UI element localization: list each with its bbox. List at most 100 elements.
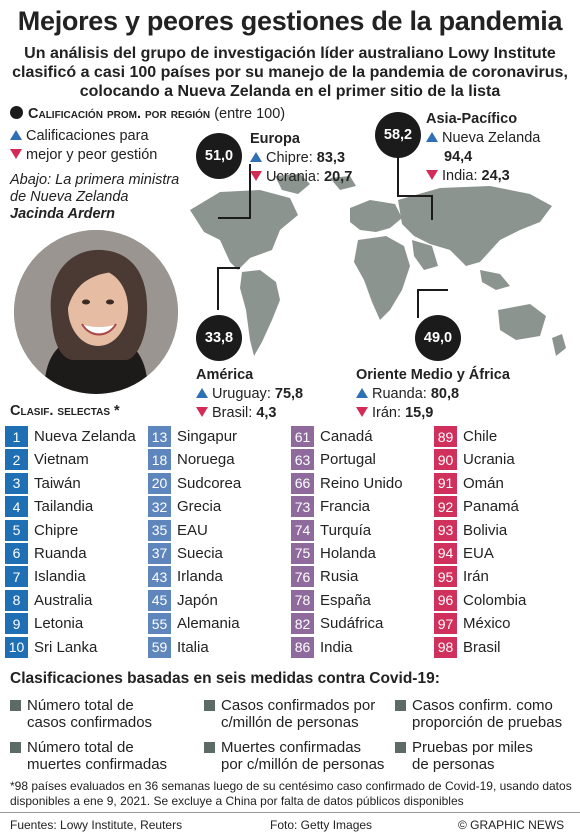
rank-country: Irán [463,568,489,586]
rank-number: 93 [434,519,457,541]
page-subtitle: Un análisis del grupo de investigación l… [12,45,568,100]
europa-best-score: 83,3 [316,150,346,166]
rank-number: 96 [434,589,457,611]
rank-number: 32 [148,496,171,518]
europa-best-country: Chipre [266,150,309,166]
criterion-item: Casos confirmados por c/millón de person… [204,697,375,731]
medio-worst-score: 15,9 [405,405,434,421]
asia-best-score: 94,4 [444,149,473,165]
rank-number: 74 [291,519,314,541]
region-europa: Europa Chipre: 83,3 Ucrania: 20,7 [250,131,353,185]
rank-number: 89 [434,426,457,447]
rank-country: Noruega [177,451,235,469]
divider [0,812,580,813]
rank-number: 35 [148,519,171,541]
ranking-row: 32 Grecia [148,496,291,518]
rank-number: 9 [5,613,28,635]
ranking-row: 97 México [434,613,577,635]
medio-best-country: Ruanda [372,386,423,402]
criterion-line-1: Casos confirmados por [221,697,376,714]
triangle-down-icon [10,149,22,159]
criterion-line-2: casos confirmados [27,714,153,731]
page-title: Mejores y peores gestiones de la pandemi… [17,6,563,36]
ranking-row: 37 Suecia [148,542,291,564]
rank-country: Grecia [177,498,222,516]
rank-number: 55 [148,613,171,635]
ranking-row: 98 Brasil [434,636,577,658]
rank-country: México [463,615,511,633]
asia-worst-score: 24,3 [481,168,510,184]
europa-average-badge: 51,0 [196,133,242,179]
rank-number: 97 [434,613,457,635]
rank-country: Letonia [34,615,84,633]
rank-country: Japón [177,591,218,609]
ranking-row: 73 Francia [291,496,434,518]
america-best-score: 75,8 [274,386,304,402]
rank-number: 92 [434,496,457,518]
rank-country: Nueva Zelanda [34,428,136,445]
ranking-row: 76 Rusia [291,566,434,588]
rank-country: Canadá [320,428,373,445]
rank-country: Italia [177,638,209,656]
asia-best-country: Nueva Zelanda [442,130,541,146]
square-bullet-icon [10,700,21,711]
medio-best-score: 80,8 [430,386,460,402]
rank-number: 7 [5,566,28,588]
ranking-row: 59 Italia [148,636,291,658]
ranking-row: 82 Sudáfrica [291,613,434,635]
ranking-row: 20 Sudcorea [148,472,291,494]
rank-number: 63 [291,449,314,471]
triangle-down-icon [250,171,262,181]
ranking-heading: Clasif. selectas * [10,403,120,419]
triangle-up-icon [10,130,22,140]
average-dot-icon [10,106,23,119]
region-america: América Uruguay: 75,8 Brasil: 4,3 [196,367,304,421]
rank-country: Islandia [34,568,86,586]
triangle-up-icon [356,388,368,398]
rank-number: 78 [291,589,314,611]
caption-line-2: de Nueva Zelanda [10,189,129,205]
triangle-down-icon [426,170,438,180]
rank-country: Reino Unido [320,474,403,492]
ranking-row: 92 Panamá [434,496,577,518]
ranking-row: 9 Letonia [5,613,148,635]
ranking-row: 90 Ucrania [434,449,577,471]
europa-worst-score: 20,7 [324,169,353,185]
ranking-row: 96 Colombia [434,589,577,611]
rank-country: Panamá [463,498,519,516]
europa-worst-country: Ucrania [266,169,316,185]
region-medio-name: Oriente Medio y África [356,367,510,383]
rank-number: 5 [5,519,28,541]
criterion-item: Número total de casos confirmados [10,697,152,731]
rank-country: Sudcorea [177,474,242,492]
ranking-row: 91 Omán [434,472,577,494]
criterion-line-1: Número total de [27,739,134,756]
ranking-row: 3 Taiwán [5,472,148,494]
region-america-name: América [196,367,254,383]
america-average-badge: 33,8 [196,315,242,361]
triangle-up-icon [250,152,262,162]
asia-average-badge: 58,2 [375,112,421,158]
rank-number: 75 [291,542,314,564]
ranking-row: 75 Holanda [291,542,434,564]
america-worst-country: Brasil [212,405,249,421]
rank-country: Rusia [320,568,359,586]
portrait-illustration [14,230,178,394]
rank-number: 90 [434,449,457,471]
rank-number: 3 [5,472,28,494]
region-medio: Oriente Medio y África Ruanda: 80,8 Irán… [356,367,510,421]
ranking-row: 74 Turquía [291,519,434,541]
rank-number: 66 [291,472,314,494]
ranking-row: 8 Australia [5,589,148,611]
ranking-row: 66 Reino Unido [291,472,434,494]
photo-credit: Foto: Getty Images [270,818,373,832]
rank-number: 4 [5,496,28,518]
rank-number: 45 [148,589,171,611]
rank-number: 91 [434,472,457,494]
criteria-heading: Clasificaciones basadas en seis medidas … [10,670,440,687]
rank-country: Omán [463,474,504,492]
rank-number: 76 [291,566,314,588]
photo-caption: Abajo: La primera ministra de Nueva Zela… [10,172,179,223]
rank-country: Bolivia [463,521,508,539]
